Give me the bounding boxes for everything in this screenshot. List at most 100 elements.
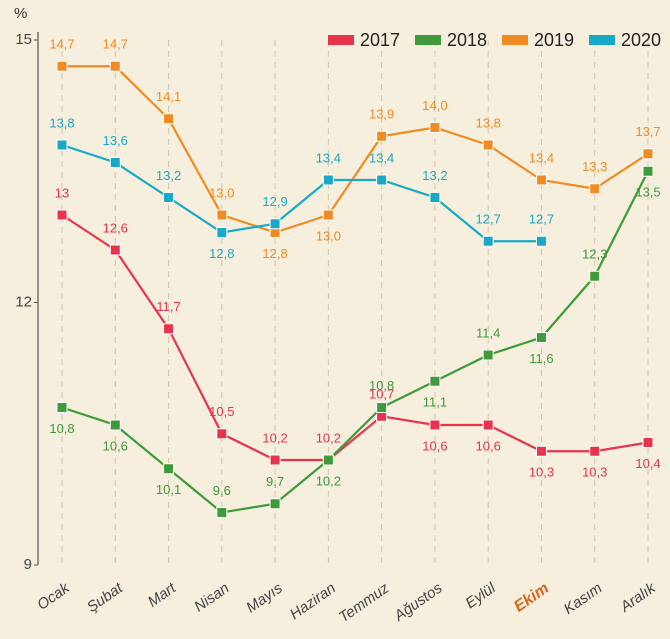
y-tick-label: 12 xyxy=(15,293,32,310)
data-label: 10,2 xyxy=(262,430,287,445)
point xyxy=(376,130,388,142)
point xyxy=(535,235,547,247)
data-label: 13,0 xyxy=(209,185,234,200)
point xyxy=(56,402,68,413)
data-label: 13,9 xyxy=(369,107,394,122)
legend-swatch xyxy=(589,35,615,45)
data-label: 10,5 xyxy=(209,404,234,419)
series-line xyxy=(61,214,649,462)
point xyxy=(109,244,121,256)
legend-label: 2019 xyxy=(534,30,574,50)
point xyxy=(163,323,175,335)
point xyxy=(589,270,601,282)
data-label: 10,8 xyxy=(369,378,394,393)
series-line xyxy=(61,170,649,514)
y-tick-label: 9 xyxy=(24,556,32,573)
point xyxy=(269,218,281,230)
point xyxy=(535,445,547,457)
series-line xyxy=(62,65,649,234)
data-label: 13,4 xyxy=(529,150,554,165)
data-label: 13,5 xyxy=(635,185,660,200)
data-label: 14,7 xyxy=(49,37,74,52)
data-label: 11,7 xyxy=(156,299,180,314)
data-label: 12,8 xyxy=(209,246,234,261)
y-tick-label: 15 xyxy=(15,31,32,48)
x-tick-label: Haziran xyxy=(287,580,339,624)
point xyxy=(376,402,388,413)
x-tick-label: Temmuz xyxy=(336,579,393,626)
point xyxy=(322,454,334,466)
point xyxy=(429,122,441,133)
point xyxy=(109,157,121,168)
data-label: 12,9 xyxy=(262,194,287,209)
data-label: 12,6 xyxy=(103,220,128,235)
point xyxy=(322,209,334,221)
x-tick-label: Mart xyxy=(145,579,180,611)
x-tick-label: Eylül xyxy=(462,579,499,612)
data-label: 14,7 xyxy=(103,37,128,52)
point xyxy=(56,60,68,72)
series-line xyxy=(61,143,542,243)
x-tick-label: Aralık xyxy=(617,579,660,616)
data-label: 13 xyxy=(55,185,69,200)
point xyxy=(216,227,228,238)
data-label: 14,0 xyxy=(422,98,447,113)
data-label: 13,7 xyxy=(635,124,660,139)
x-tick-label: Nisan xyxy=(191,580,232,616)
data-label: 10,2 xyxy=(316,430,341,445)
x-tick-label: Şubat xyxy=(84,579,127,616)
point xyxy=(109,60,121,72)
legend-swatch xyxy=(328,35,354,45)
point xyxy=(429,375,441,387)
point xyxy=(482,139,494,151)
x-tick-label: Kasım xyxy=(561,580,606,618)
legend-swatch xyxy=(415,35,441,45)
point xyxy=(376,174,388,186)
x-tick-label: Ekim xyxy=(511,580,552,616)
data-label: 10,3 xyxy=(582,465,607,480)
data-label: 10,3 xyxy=(529,465,554,480)
point xyxy=(109,419,121,431)
data-label: 10,6 xyxy=(476,438,501,453)
point xyxy=(163,192,175,203)
legend-label: 2018 xyxy=(447,30,487,50)
data-label: 13,0 xyxy=(316,228,341,243)
point xyxy=(642,165,654,177)
x-tick-label: Ocak xyxy=(34,579,74,614)
point xyxy=(482,419,494,431)
data-label: 10,8 xyxy=(49,421,74,436)
data-label: 14,1 xyxy=(156,89,181,104)
point xyxy=(482,349,494,361)
point xyxy=(429,192,441,203)
point xyxy=(535,332,547,343)
data-label: 13,6 xyxy=(103,133,128,148)
point xyxy=(56,209,68,221)
point xyxy=(216,507,228,518)
legend-label: 2017 xyxy=(360,30,400,50)
point xyxy=(482,235,494,247)
data-label: 13,2 xyxy=(156,168,181,183)
data-label: 10,7 xyxy=(369,387,394,402)
data-label: 10,1 xyxy=(156,482,181,497)
point xyxy=(216,428,228,440)
data-label: 12,8 xyxy=(262,246,287,261)
data-label: 10,4 xyxy=(635,456,660,471)
point xyxy=(535,174,547,186)
data-label: 11,4 xyxy=(476,325,500,340)
legend-swatch xyxy=(502,35,528,45)
data-label: 10,6 xyxy=(103,438,128,453)
data-label: 11,6 xyxy=(529,351,553,366)
data-label: 13,4 xyxy=(316,150,341,165)
data-label: 13,4 xyxy=(369,150,394,165)
point xyxy=(163,463,175,475)
x-tick-label: Mayıs xyxy=(243,579,286,616)
point xyxy=(642,437,654,448)
data-label: 11,1 xyxy=(423,395,447,410)
point xyxy=(216,209,228,221)
point xyxy=(429,419,441,431)
data-label: 13,8 xyxy=(476,115,501,130)
point xyxy=(163,113,175,125)
data-label: 10,2 xyxy=(316,473,341,488)
point xyxy=(589,183,601,195)
